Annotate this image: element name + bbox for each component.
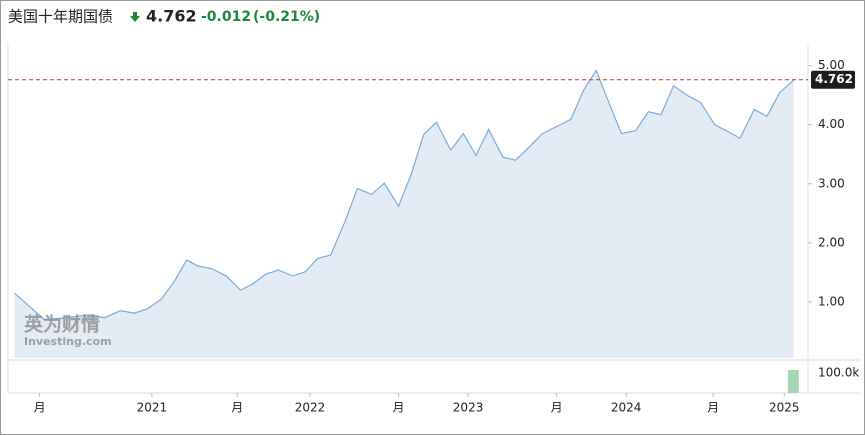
watermark-logo: 英为财情 [24, 313, 100, 336]
x-tick-label: 2025 [769, 401, 800, 415]
y-tick-label: 4.00 [818, 117, 845, 131]
x-tick-label: 2022 [295, 401, 326, 415]
y-tick-label: 1.00 [818, 294, 845, 308]
x-tick-label: 月 [393, 401, 405, 415]
y-tick-label: 2.00 [818, 235, 845, 249]
x-tick-label: 2021 [137, 401, 168, 415]
current-price-badge [811, 70, 855, 89]
watermark-logo: Investing.com [24, 335, 112, 348]
volume-bar [787, 370, 799, 393]
x-tick-label: 月 [707, 401, 719, 415]
instrument-title: 美国十年期国债 [8, 8, 113, 26]
current-price-label: 4.762 [815, 72, 853, 86]
last-price: 4.762 [146, 7, 197, 26]
area-fill [14, 70, 794, 358]
x-tick-label: 2024 [611, 401, 642, 415]
x-tick-label: 月 [34, 401, 46, 415]
y-tick-label: 5.00 [818, 58, 845, 72]
price-line [13, 69, 795, 321]
x-tick-label: 月 [551, 401, 563, 415]
volume-tick-label: 100.0k [818, 366, 859, 380]
down-arrow-icon [130, 12, 140, 22]
price-change-percent: (-0.21%) [253, 9, 320, 25]
price-change: -0.012 [201, 9, 251, 25]
x-tick-label: 月 [231, 401, 243, 415]
x-tick-label: 2023 [453, 401, 484, 415]
y-tick-label: 3.00 [818, 176, 845, 190]
